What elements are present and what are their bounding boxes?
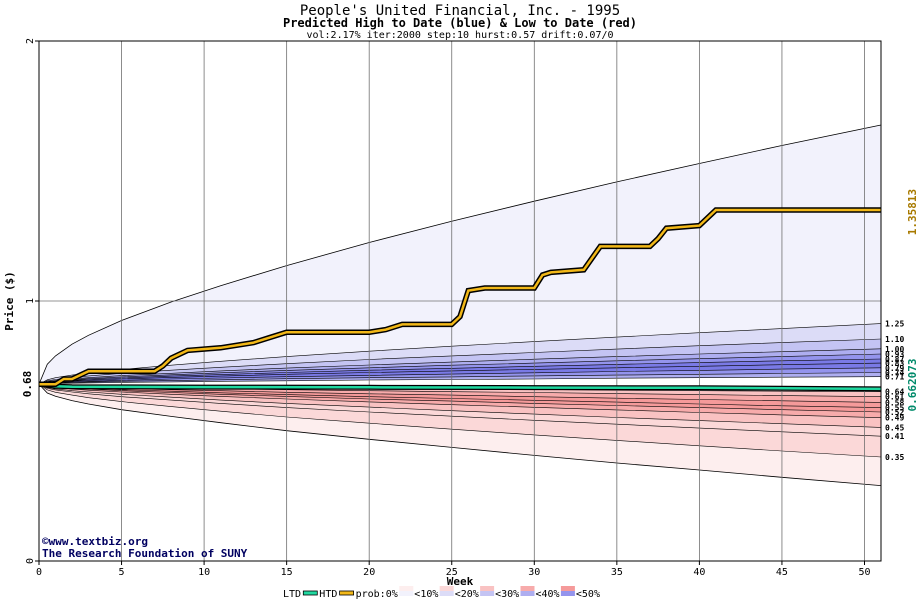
quantile-label: 0.87 [885,355,904,364]
quantile-label: 0.64 [885,388,904,397]
series-lines [38,207,882,392]
quantile-label: 0.49 [885,414,904,423]
y-tick-label: 0 [25,558,36,564]
quantile-label: 0.61 [885,393,904,402]
quantile-label: 0.58 [885,398,904,407]
x-tick-label: 25 [446,567,458,578]
start-price-label: 0.68 [21,371,34,398]
probability-band-0 [39,125,881,385]
legend-swatch-blue [480,591,495,596]
x-axis-ticks: 0 5 10 15 20 25 30 35 40 45 50 [36,561,871,578]
probability-band-13 [39,384,881,412]
quantile-label: 0.79 [885,364,904,373]
legend-swatch-red [480,586,495,591]
legend-label-prob-5: <50% [576,589,600,600]
y-tick-label: 2 [25,38,36,44]
chart-params: vol:2.17% iter:2000 step:10 hurst:0.57 d… [306,30,613,41]
probability-band-16 [39,384,881,437]
quantile-label: 0.83 [885,359,904,368]
chart-subtitle: Predicted High to Date (blue) & Low to D… [283,16,637,30]
quantile-line-0 [38,124,882,385]
quantile-label: 0.45 [885,423,904,432]
legend-swatch-red [439,586,454,591]
x-tick-label: 45 [776,567,788,578]
x-tick-label: 5 [119,567,125,578]
probability-band-3 [39,348,881,385]
legend-label-htd: HTD [319,589,337,600]
chart-title: People's United Financial, Inc. - 1995 [300,3,620,19]
quantile-line-16 [38,383,882,428]
quantile-label: 0.35 [885,453,904,462]
probability-band-17 [39,384,881,457]
quantile-label: 1.00 [885,345,904,354]
legend-label-prob-3: <30% [495,589,519,600]
quantile-label: 0.71 [885,373,904,382]
probability-band-14 [39,384,881,418]
legend-swatch-red [399,586,414,591]
legend-swatch-blue [439,591,454,596]
probability-band-6 [39,363,881,385]
x-tick-label: 30 [528,567,540,578]
quantile-label: 1.25 [885,320,904,329]
x-tick-label: 40 [693,567,705,578]
quantile-label: 0.93 [885,350,904,359]
legend-label-prob-1: <10% [414,589,438,600]
legend: LTD HTD prob:0% <10% <20% <30% <40% <50% [283,586,600,600]
quantile-line-17 [38,383,882,437]
credit-line-1: ©www.textbiz.org [42,535,148,548]
probability-band-12 [39,384,881,408]
low-to-date-value: 0.662073 [906,359,919,412]
legend-label-prob-2: <20% [455,589,479,600]
probability-band-5 [39,359,881,385]
legend-swatch-htd [339,590,355,596]
legend-label-prob-4: <40% [536,589,560,600]
y-axis-label: Price ($) [3,271,16,331]
quantile-label: 1.10 [885,335,904,344]
x-tick-label: 50 [858,567,870,578]
credit-line-2: The Research Foundation of SUNY [42,547,248,560]
grid-lines [39,41,881,561]
legend-label-prob: prob:0% [356,589,398,600]
high-to-date-value: 1.35813 [906,189,919,235]
quantile-label: 0.41 [885,432,904,441]
x-tick-label: 15 [281,567,293,578]
legend-swatch-blue [399,591,414,596]
y-tick-label: 1 [25,298,36,304]
legend-swatch-ltd [302,590,318,596]
quantile-label: 0.52 [885,408,904,417]
probability-band-8 [39,372,881,385]
quantile-labels: 1.25 1.101.000.930.870.830.790.740.71 0.64… [885,320,904,462]
quantile-label: 0.74 [885,369,904,378]
probability-band-1 [39,323,881,385]
high-to-date-line [39,208,881,386]
legend-label-ltd: LTD [283,589,301,600]
legend-swatch-blue [560,591,575,596]
legend-swatch-blue [520,591,535,596]
probability-band-15 [39,384,881,428]
x-axis-label: Week [447,575,474,588]
quantile-line-9 [38,376,882,385]
quantile-label: 0.55 [885,404,904,413]
quantile-line-8 [38,372,882,385]
y-axis-ticks: 0 1 2 [25,38,39,564]
probability-band-4 [39,354,881,385]
probability-band-11 [39,384,881,403]
x-tick-label: 10 [198,567,210,578]
legend-swatch-red [520,586,535,591]
low-to-date-line [38,382,882,391]
legend-swatch-red [560,586,575,591]
probability-bands [39,125,881,486]
probability-band-18 [39,384,881,486]
probability-band-7 [39,367,881,385]
x-tick-label: 0 [36,567,42,578]
x-tick-label: 35 [611,567,623,578]
quantile-line-18 [38,383,882,458]
quantile-line-19 [38,383,882,486]
x-tick-label: 20 [363,567,375,578]
